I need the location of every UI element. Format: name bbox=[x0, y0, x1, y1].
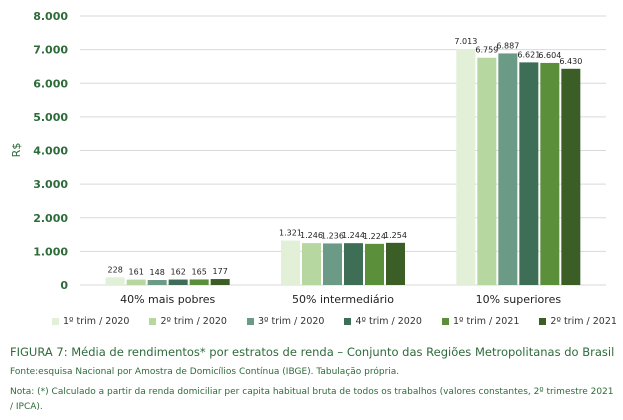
bar bbox=[106, 277, 125, 285]
legend-item: 1º trim / 2020 bbox=[52, 316, 129, 327]
bar bbox=[540, 63, 559, 285]
bar bbox=[211, 279, 230, 285]
legend-item: 4º trim / 2020 bbox=[344, 316, 421, 327]
legend-label: 1º trim / 2021 bbox=[453, 316, 519, 327]
y-tick-label: 0 bbox=[60, 279, 68, 292]
bar-value-label: 161 bbox=[129, 268, 144, 277]
bar-value-label: 6.430 bbox=[559, 57, 582, 66]
bar-value-label: 1.236 bbox=[321, 231, 344, 240]
bar-value-label: 228 bbox=[108, 265, 123, 274]
y-tick-label: 8.000 bbox=[33, 10, 68, 23]
y-tick-label: 6.000 bbox=[33, 77, 68, 90]
bar-value-label: 148 bbox=[150, 268, 165, 277]
bar-value-label: 1.321 bbox=[279, 229, 302, 238]
bar bbox=[386, 243, 405, 285]
bar bbox=[477, 58, 496, 285]
bar-value-label: 1.244 bbox=[342, 231, 365, 240]
bar-value-label: 7.013 bbox=[454, 37, 477, 46]
category-label: 10% superiores bbox=[476, 293, 562, 306]
bar-value-label: 1.224 bbox=[363, 232, 386, 241]
bar bbox=[169, 280, 188, 285]
legend-item: 1º trim / 2021 bbox=[442, 316, 519, 327]
bar bbox=[323, 243, 342, 285]
source-text: Fonte:esquisa Nacional por Amostra de Do… bbox=[10, 367, 615, 377]
y-tick-label: 3.000 bbox=[33, 178, 68, 191]
bar bbox=[148, 280, 167, 285]
bar-value-label: 1.254 bbox=[384, 231, 407, 240]
y-tick-label: 4.000 bbox=[33, 145, 68, 158]
bar-chart: R$ 0 1.000 2.000 3.000 4.000 5.000 6.000 7.000 8… bbox=[0, 0, 623, 315]
bar-value-label: 6.887 bbox=[496, 41, 519, 50]
bar bbox=[365, 244, 384, 285]
bar-value-label: 165 bbox=[192, 267, 207, 276]
bar bbox=[456, 49, 475, 285]
legend-item: 3º trim / 2020 bbox=[247, 316, 324, 327]
y-tick-label: 7.000 bbox=[33, 44, 68, 57]
y-axis-label: R$ bbox=[10, 143, 23, 158]
legend-swatch bbox=[344, 318, 351, 325]
bar bbox=[302, 243, 321, 285]
bar bbox=[498, 53, 517, 285]
category-label: 40% mais pobres bbox=[120, 293, 215, 306]
legend-label: 1º trim / 2020 bbox=[63, 316, 129, 327]
legend-item: 2º trim / 2020 bbox=[149, 316, 226, 327]
bar bbox=[190, 279, 209, 285]
bar-value-label: 177 bbox=[213, 267, 228, 276]
legend-label: 3º trim / 2020 bbox=[258, 316, 324, 327]
bar bbox=[344, 243, 363, 285]
y-tick-label: 5.000 bbox=[33, 111, 68, 124]
y-tick-label: 1.000 bbox=[33, 245, 68, 258]
bar bbox=[519, 62, 538, 285]
category-label: 50% intermediário bbox=[292, 293, 394, 306]
bar bbox=[281, 241, 300, 285]
bar-value-label: 6.759 bbox=[475, 46, 498, 55]
legend-swatch bbox=[247, 318, 254, 325]
legend-swatch bbox=[52, 318, 59, 325]
bar-value-label: 162 bbox=[171, 268, 186, 277]
legend-label: 4º trim / 2020 bbox=[355, 316, 421, 327]
legend-item: 2º trim / 2021 bbox=[539, 316, 616, 327]
legend-swatch bbox=[442, 318, 449, 325]
bar-value-label: 6.621 bbox=[517, 50, 540, 59]
legend: 1º trim / 2020 2º trim / 2020 3º trim / 20… bbox=[52, 316, 612, 327]
note-text: Nota: (*) Calculado a partir da renda do… bbox=[10, 385, 615, 415]
legend-label: 2º trim / 2021 bbox=[550, 316, 616, 327]
figure-caption: FIGURA 7: Média de rendimentos* por estr… bbox=[10, 345, 615, 359]
bar-value-label: 1.246 bbox=[300, 231, 323, 240]
bar-value-label: 6.604 bbox=[538, 51, 561, 60]
legend-swatch bbox=[149, 318, 156, 325]
legend-label: 2º trim / 2020 bbox=[160, 316, 226, 327]
bar bbox=[561, 69, 580, 285]
y-tick-label: 2.000 bbox=[33, 212, 68, 225]
bar bbox=[127, 280, 146, 285]
legend-swatch bbox=[539, 318, 546, 325]
